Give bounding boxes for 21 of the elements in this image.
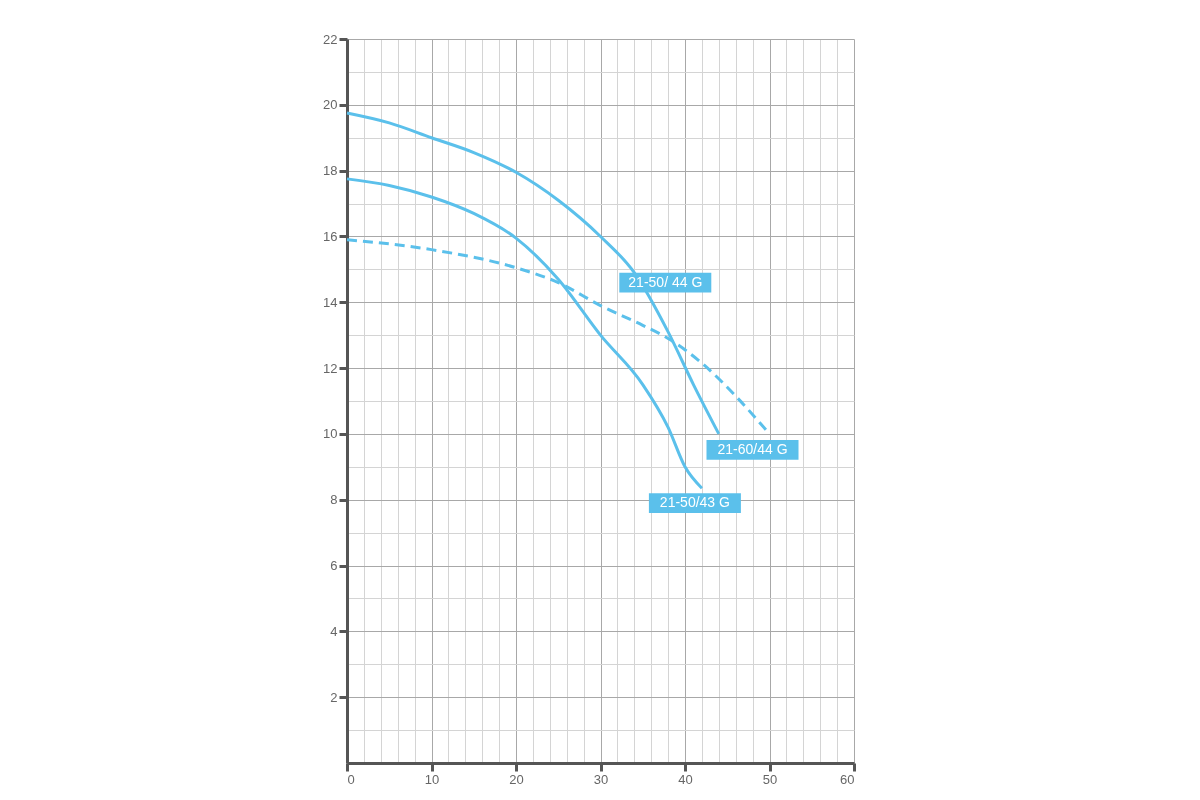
y-tick-label: 16 [323,228,338,244]
x-tick-label: 60 [840,771,855,787]
y-tick-label: 22 [323,31,338,47]
x-tick-label: 40 [678,771,693,787]
y-tick-label: 4 [330,623,338,639]
y-tick-label: 18 [323,163,338,179]
x-tick-label: 20 [509,771,524,787]
y-tick-label: 2 [330,689,338,705]
y-tick-label: 14 [323,294,338,310]
annotation: 21-60/44 G [717,440,788,457]
y-tick-label: 10 [323,426,338,442]
y-tick-label: 8 [330,492,338,508]
x-tick-label: 0 [347,771,355,787]
annotation: 21-50/ 44 G [628,273,703,290]
x-tick-label: 10 [424,771,440,787]
x-tick-label: 50 [762,771,778,787]
y-tick-label: 6 [330,558,338,574]
annotation: 21-50/43 G [659,494,730,511]
x-tick-label: 30 [593,771,609,787]
y-tick-label: 12 [323,360,338,376]
y-tick-label: 20 [323,97,338,113]
